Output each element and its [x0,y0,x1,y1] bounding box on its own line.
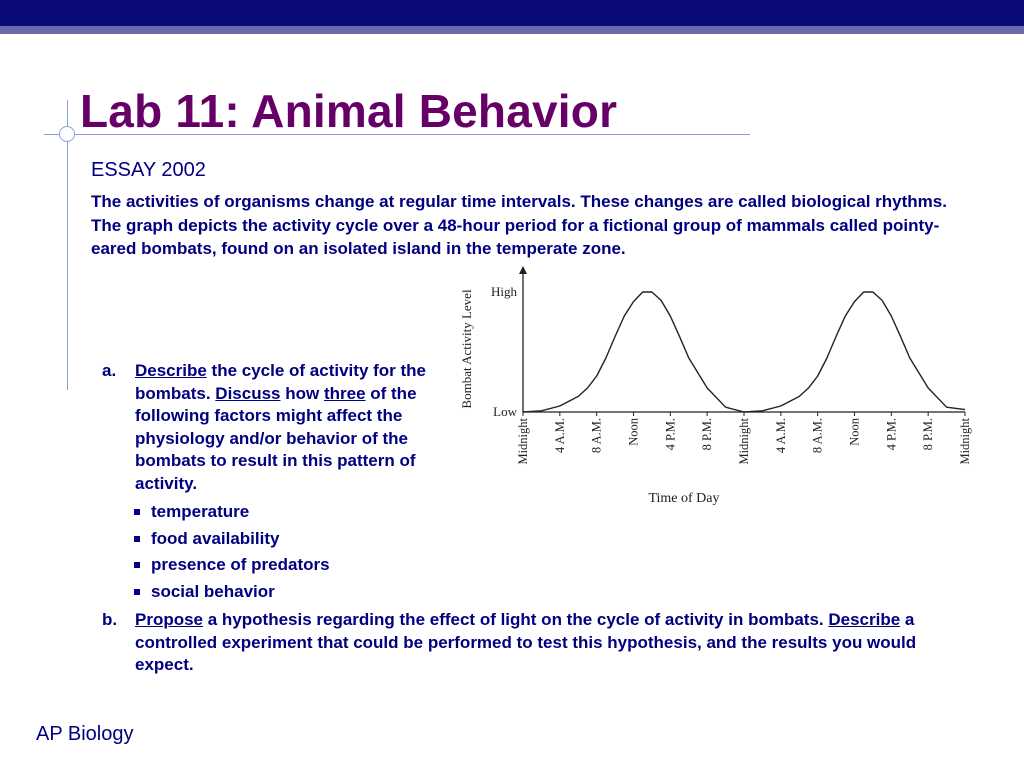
question-a-part3: of the following factors might affect th… [135,383,417,493]
bullet-icon [134,588,140,595]
factor-list: temperature food availability presence o… [134,499,482,605]
question-a-marker: a. [102,361,117,380]
list-item: temperature [134,499,482,526]
question-a-part2: how [280,383,324,403]
list-item: social behavior [134,579,482,606]
question-a-part1: the cycle of activity for the bombats. [135,361,427,403]
x-tick-label: 4 A.M. [774,418,788,453]
x-tick-label: 8 P.M. [700,418,714,450]
question-b: b. Propose a hypothesis regarding the ef… [102,609,962,677]
three-keyword: three [323,383,366,403]
x-tick-label: 4 A.M. [553,418,567,453]
x-tick-label: Midnight [958,417,972,464]
factor-label: social behavior [151,581,275,601]
question-b-marker: b. [102,610,118,629]
question-a-text: Describe the cycle of activity for the b… [135,360,482,495]
footer-label: AP Biology [36,723,134,745]
x-tick-label: Noon [627,417,641,446]
x-tick-label: 8 A.M. [811,418,825,453]
bullet-icon [134,562,140,568]
y-tick-label: High [491,284,518,299]
list-item: presence of predators [134,552,482,579]
factor-label: presence of predators [151,555,330,574]
question-b-part2: a controlled experiment that could be pe… [135,610,917,674]
bullet-icon [134,509,140,515]
describe-keyword: Describe [135,361,207,380]
x-tick-label: Midnight [737,417,751,464]
question-b-part1: a hypothesis regarding the effect of lig… [203,610,829,629]
x-tick-label: 8 A.M. [590,418,604,453]
x-tick-label: Noon [848,417,862,446]
y-tick-label: Low [493,404,517,419]
activity-chart: Bombat Activity Level Low High Midnight 4 A.… [459,266,972,506]
question-a: a. Describe the cycle of activity for th… [102,360,482,605]
decorative-circle [59,126,75,142]
x-tick-label: Midnight [516,417,530,464]
bullet-icon [134,535,140,542]
y-axis-arrow [519,266,527,274]
top-banner [0,0,1024,26]
slide-title: Lab 11: Animal Behavior [80,85,618,137]
decorative-horizontal-line [44,134,750,135]
x-tick-label: 4 P.M. [663,418,677,450]
x-axis-label: Time of Day [648,491,719,506]
propose-keyword: Propose [135,610,204,629]
describe-keyword: Describe [828,610,901,629]
factor-label: food availability [151,528,280,548]
intro-paragraph: The activities of organisms change at re… [91,192,947,258]
factor-label: temperature [151,502,250,521]
essay-subtitle: ESSAY 2002 [91,159,206,181]
activity-series-line [522,291,966,413]
top-banner-stripe [0,26,1024,34]
y-axis-label: Bombat Activity Level [459,289,474,409]
decorative-vertical-line [67,100,68,390]
x-tick-label: 4 P.M. [884,418,898,450]
question-b-text: Propose a hypothesis regarding the effec… [135,609,962,677]
discuss-keyword: Discuss [215,383,281,403]
x-tick-label: 8 P.M. [921,418,935,450]
list-item: food availability [134,526,482,553]
